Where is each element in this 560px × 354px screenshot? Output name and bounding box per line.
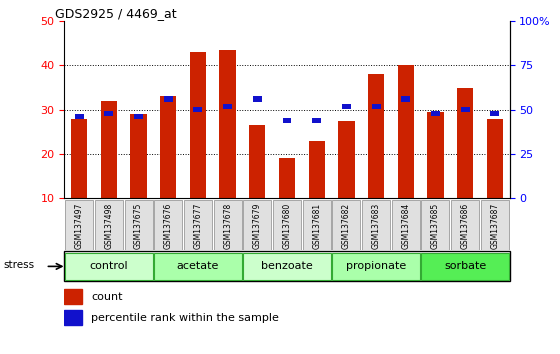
Bar — [243, 253, 331, 280]
Bar — [487, 119, 503, 198]
Text: GSM137678: GSM137678 — [223, 202, 232, 249]
Bar — [253, 97, 262, 102]
Bar — [342, 104, 351, 109]
Text: count: count — [91, 292, 123, 302]
Bar — [401, 97, 410, 102]
Bar — [64, 289, 82, 304]
Text: percentile rank within the sample: percentile rank within the sample — [91, 313, 279, 323]
Text: stress: stress — [3, 260, 35, 270]
Bar — [64, 310, 82, 325]
Text: control: control — [90, 261, 128, 271]
Text: GSM137686: GSM137686 — [460, 202, 470, 249]
Bar — [457, 88, 473, 198]
Bar — [193, 107, 203, 113]
Bar — [220, 50, 236, 198]
Text: benzoate: benzoate — [261, 261, 313, 271]
Text: GSM137682: GSM137682 — [342, 202, 351, 249]
Bar — [490, 111, 500, 116]
Bar — [392, 200, 419, 250]
Bar — [74, 114, 84, 120]
Bar — [481, 200, 508, 250]
Text: GSM137680: GSM137680 — [282, 202, 292, 249]
Bar — [244, 200, 271, 250]
Bar — [338, 121, 354, 198]
Bar — [249, 125, 265, 198]
Bar — [71, 119, 87, 198]
Bar — [303, 200, 330, 250]
Bar — [223, 104, 232, 109]
Bar — [312, 118, 321, 123]
Bar — [431, 111, 440, 116]
Text: GSM137675: GSM137675 — [134, 202, 143, 249]
Text: GDS2925 / 4469_at: GDS2925 / 4469_at — [55, 7, 177, 20]
Bar — [451, 200, 479, 250]
Bar — [160, 97, 176, 198]
Bar — [184, 200, 212, 250]
Bar — [309, 141, 325, 198]
Bar — [190, 52, 206, 198]
Bar — [154, 253, 242, 280]
Bar — [104, 111, 114, 116]
Bar — [164, 97, 173, 102]
Bar — [155, 200, 182, 250]
Bar — [333, 200, 360, 250]
Bar — [371, 104, 381, 109]
Text: GSM137685: GSM137685 — [431, 202, 440, 249]
Bar — [282, 118, 292, 123]
Bar — [368, 74, 384, 198]
Text: GSM137687: GSM137687 — [490, 202, 500, 249]
Bar — [427, 112, 444, 198]
Text: GSM137677: GSM137677 — [193, 202, 203, 249]
Text: GSM137684: GSM137684 — [401, 202, 410, 249]
Text: GSM137676: GSM137676 — [164, 202, 173, 249]
Bar — [332, 253, 420, 280]
Text: GSM137679: GSM137679 — [253, 202, 262, 249]
Text: GSM137497: GSM137497 — [74, 202, 84, 249]
Bar — [362, 200, 390, 250]
Bar — [421, 253, 509, 280]
Text: GSM137498: GSM137498 — [104, 202, 114, 249]
Bar — [460, 107, 470, 113]
Bar — [101, 101, 117, 198]
Bar — [66, 200, 93, 250]
Text: propionate: propionate — [346, 261, 406, 271]
Bar — [273, 200, 301, 250]
Bar — [130, 114, 147, 198]
Bar — [279, 159, 295, 198]
Bar — [134, 114, 143, 120]
Bar — [422, 200, 449, 250]
Text: acetate: acetate — [177, 261, 219, 271]
Bar — [95, 200, 123, 250]
Text: sorbate: sorbate — [444, 261, 486, 271]
Bar — [125, 200, 152, 250]
Bar — [65, 253, 153, 280]
Bar — [214, 200, 241, 250]
Text: GSM137683: GSM137683 — [371, 202, 381, 249]
Text: GSM137681: GSM137681 — [312, 202, 321, 249]
Bar — [398, 65, 414, 198]
